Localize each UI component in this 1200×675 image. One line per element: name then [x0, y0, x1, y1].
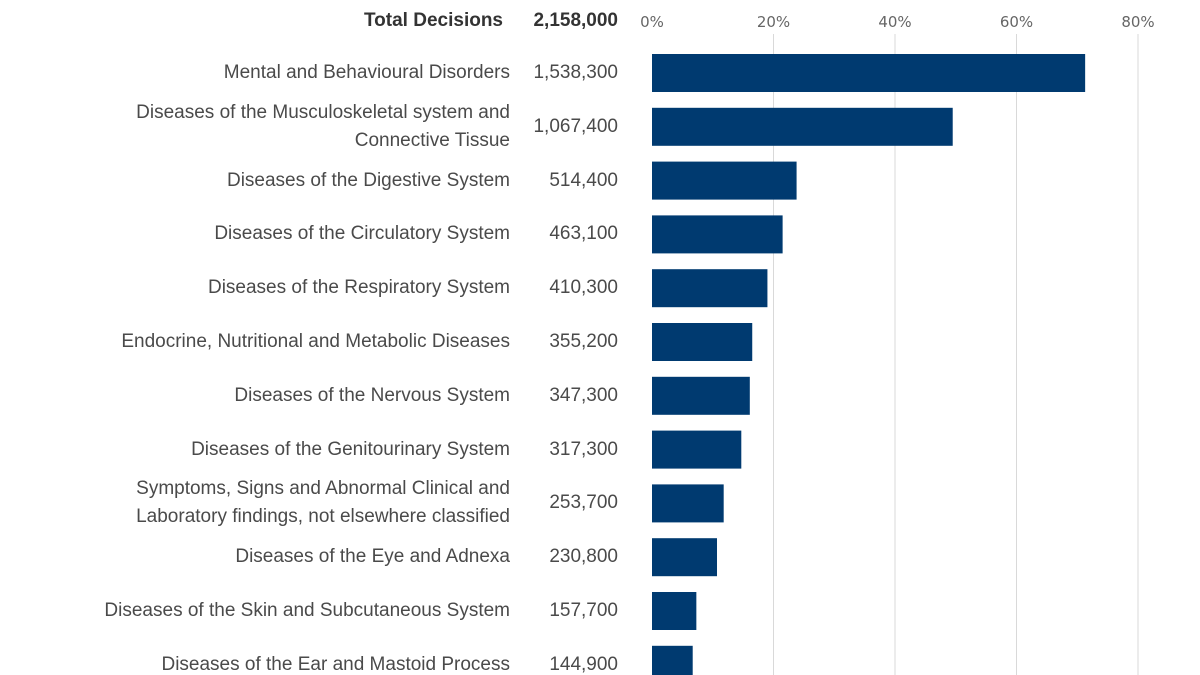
count-label: 514,400 [549, 169, 618, 191]
count-label: 463,100 [549, 223, 618, 245]
bar [652, 592, 697, 630]
category-label: Diseases of the Respiratory System [207, 277, 510, 299]
category-label: Mental and Behavioural Disorders [223, 62, 510, 83]
category-label: Diseases of the Nervous System [234, 384, 510, 406]
category-label: Diseases of the Genitourinary System [191, 438, 510, 460]
header-label: Total Decisions [363, 10, 503, 31]
bar [652, 107, 953, 146]
category-label: Diseases of the Digestive System [226, 169, 510, 191]
x-tick-label: 80% [1121, 13, 1154, 31]
category-label: Symptoms, Signs and Abnormal Clinical an… [136, 478, 510, 528]
bar [652, 54, 1086, 92]
count-label: 230,800 [549, 546, 618, 568]
bar [652, 430, 742, 469]
x-tick-label: 20% [757, 13, 790, 31]
bar [652, 215, 783, 254]
category-label: Diseases of the Ear and Mastoid Process [161, 653, 510, 675]
bar [652, 645, 693, 675]
header-total: 2,158,000 [533, 10, 618, 31]
count-label: 144,900 [549, 653, 618, 675]
bar [652, 538, 718, 577]
bar [652, 376, 750, 415]
category-label: Diseases of the Circulatory System [214, 223, 510, 245]
category-label: Diseases of the Skin and Subcutaneous Sy… [104, 600, 510, 621]
category-label: Diseases of the Musculoskeletal system a… [136, 101, 510, 151]
bar [652, 269, 768, 308]
category-label: Endocrine, Nutritional and Metabolic Dis… [121, 331, 510, 352]
x-tick-label: 60% [1000, 13, 1033, 31]
count-label: 253,700 [549, 492, 618, 514]
bar [652, 161, 797, 200]
count-label: 317,300 [549, 438, 618, 460]
x-tick-label: 40% [878, 13, 911, 31]
count-label: 355,200 [549, 331, 618, 352]
count-label: 1,067,400 [533, 115, 618, 137]
x-tick-label: 0% [640, 13, 664, 31]
count-label: 410,300 [549, 277, 618, 299]
bar [652, 323, 753, 361]
count-label: 1,538,300 [533, 62, 618, 83]
count-label: 347,300 [549, 384, 618, 406]
count-label: 157,700 [549, 600, 618, 621]
bar [652, 484, 724, 523]
category-label: Diseases of the Eye and Adnexa [235, 546, 510, 568]
